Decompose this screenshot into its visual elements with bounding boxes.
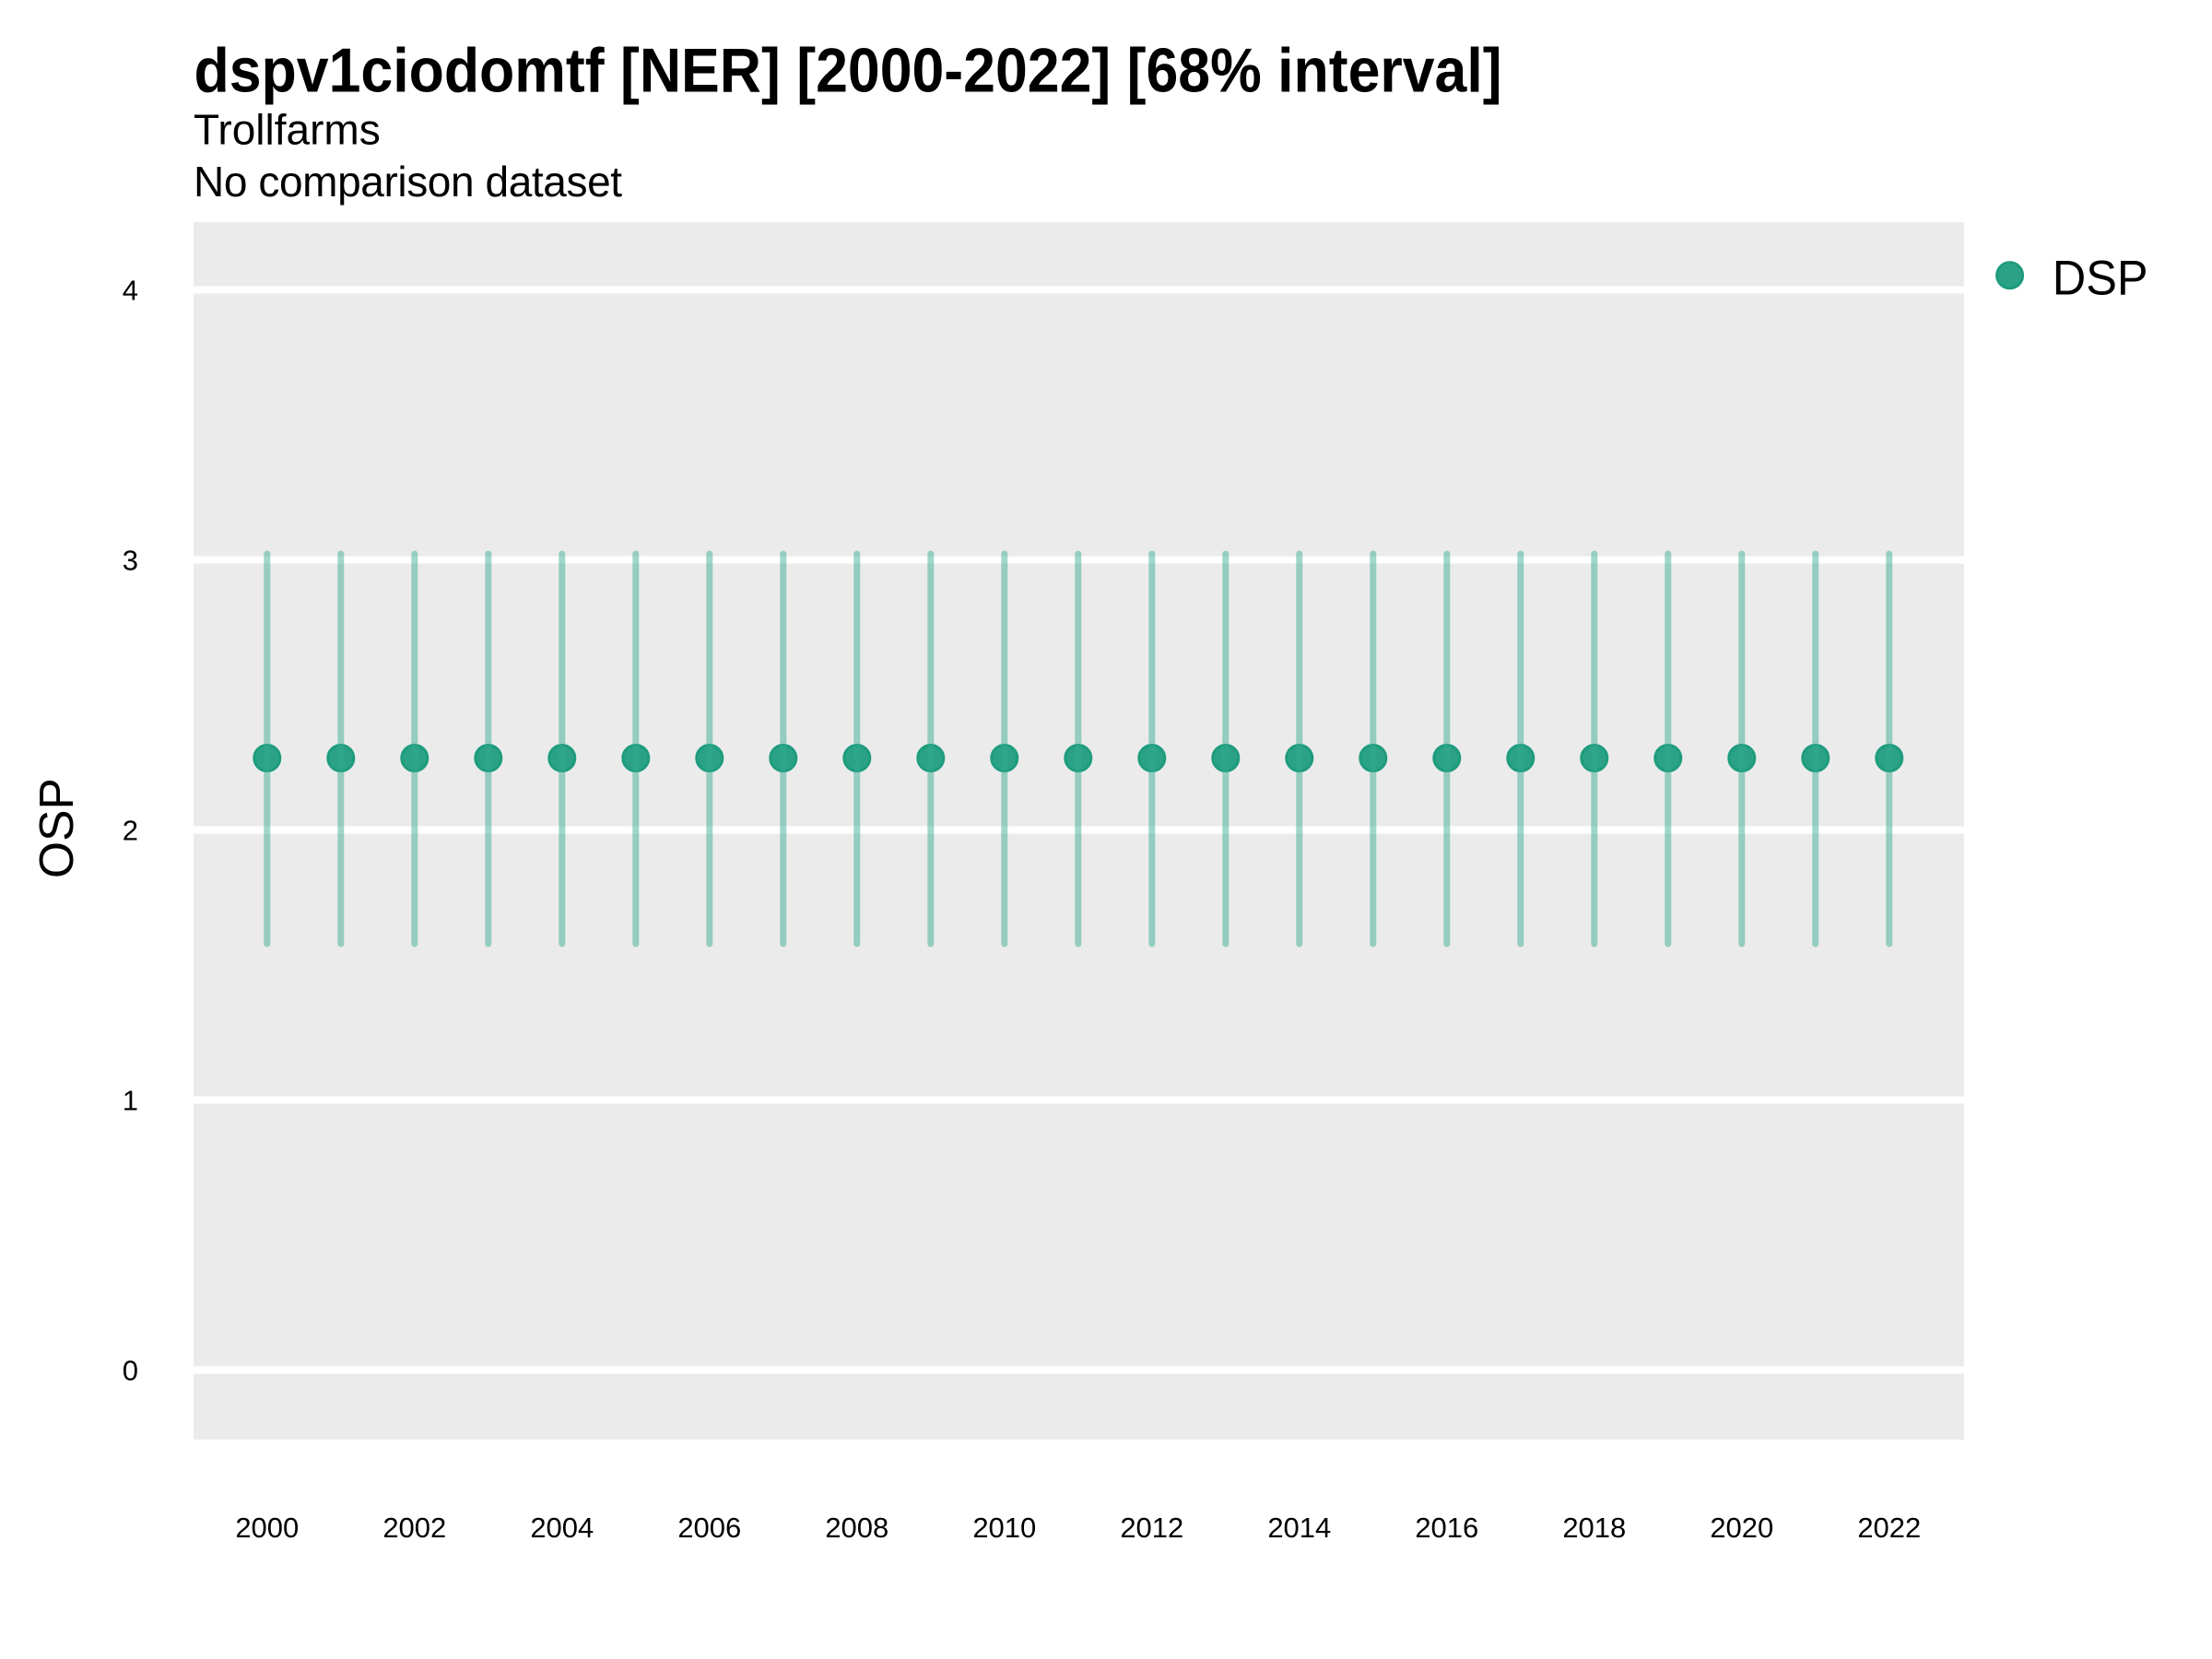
svg-text:DSP: DSP [2053, 250, 2148, 304]
svg-text:2010: 2010 [972, 1512, 1036, 1544]
svg-text:2004: 2004 [530, 1512, 594, 1544]
svg-text:2014: 2014 [1267, 1512, 1331, 1544]
svg-text:0: 0 [123, 1355, 138, 1387]
svg-text:4: 4 [123, 275, 138, 307]
svg-text:2020: 2020 [1710, 1512, 1773, 1544]
svg-text:1: 1 [123, 1085, 138, 1117]
svg-text:2000: 2000 [235, 1512, 299, 1544]
svg-text:2018: 2018 [1562, 1512, 1626, 1544]
svg-text:2006: 2006 [677, 1512, 741, 1544]
svg-text:3: 3 [123, 545, 138, 577]
svg-text:OSP: OSP [29, 778, 83, 878]
svg-text:2012: 2012 [1120, 1512, 1183, 1544]
svg-text:2008: 2008 [825, 1512, 888, 1544]
svg-text:2: 2 [123, 815, 138, 847]
svg-text:2016: 2016 [1415, 1512, 1478, 1544]
svg-text:Trollfarms: Trollfarms [194, 105, 381, 153]
svg-text:2022: 2022 [1857, 1512, 1921, 1544]
svg-text:No comparison dataset: No comparison dataset [194, 158, 622, 206]
svg-text:2002: 2002 [382, 1512, 446, 1544]
svg-text:dspv1ciodomtf [NER] [2000-2022: dspv1ciodomtf [NER] [2000-2022] [68% int… [194, 35, 1502, 105]
